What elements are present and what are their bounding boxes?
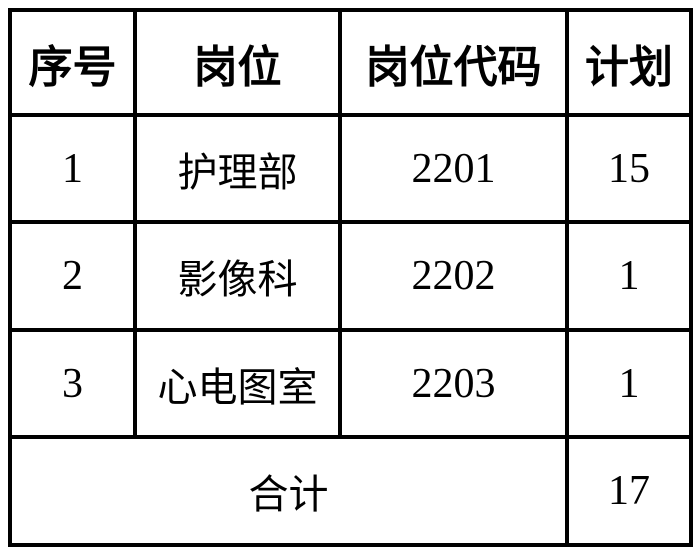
cell-no: 1 — [8, 113, 137, 224]
cell-code: 2203 — [338, 328, 569, 439]
table-row: 3 心电图室 2203 1 — [8, 328, 693, 439]
header-no: 序号 — [8, 8, 137, 117]
cell-no: 3 — [8, 328, 137, 439]
table-row: 1 护理部 2201 15 — [8, 113, 693, 224]
table-row: 2 影像科 2202 1 — [8, 220, 693, 332]
cell-post: 心电图室 — [133, 328, 342, 439]
cell-code: 2202 — [338, 220, 569, 332]
header-post: 岗位 — [133, 8, 342, 117]
header-row: 序号 岗位 岗位代码 计划 — [8, 8, 693, 117]
cell-plan: 1 — [565, 220, 693, 332]
cell-plan: 15 — [565, 113, 693, 224]
header-plan: 计划 — [565, 8, 693, 117]
cell-post: 影像科 — [133, 220, 342, 332]
header-code: 岗位代码 — [338, 8, 569, 117]
cell-no: 2 — [8, 220, 137, 332]
cell-plan: 1 — [565, 328, 693, 439]
total-row: 合计 17 — [8, 435, 693, 547]
cell-code: 2201 — [338, 113, 569, 224]
recruitment-plan-table: 序号 岗位 岗位代码 计划 1 护理部 2201 15 2 影像科 2202 1… — [8, 8, 693, 547]
cell-post: 护理部 — [133, 113, 342, 224]
total-plan: 17 — [565, 435, 693, 547]
total-label: 合计 — [8, 435, 569, 547]
